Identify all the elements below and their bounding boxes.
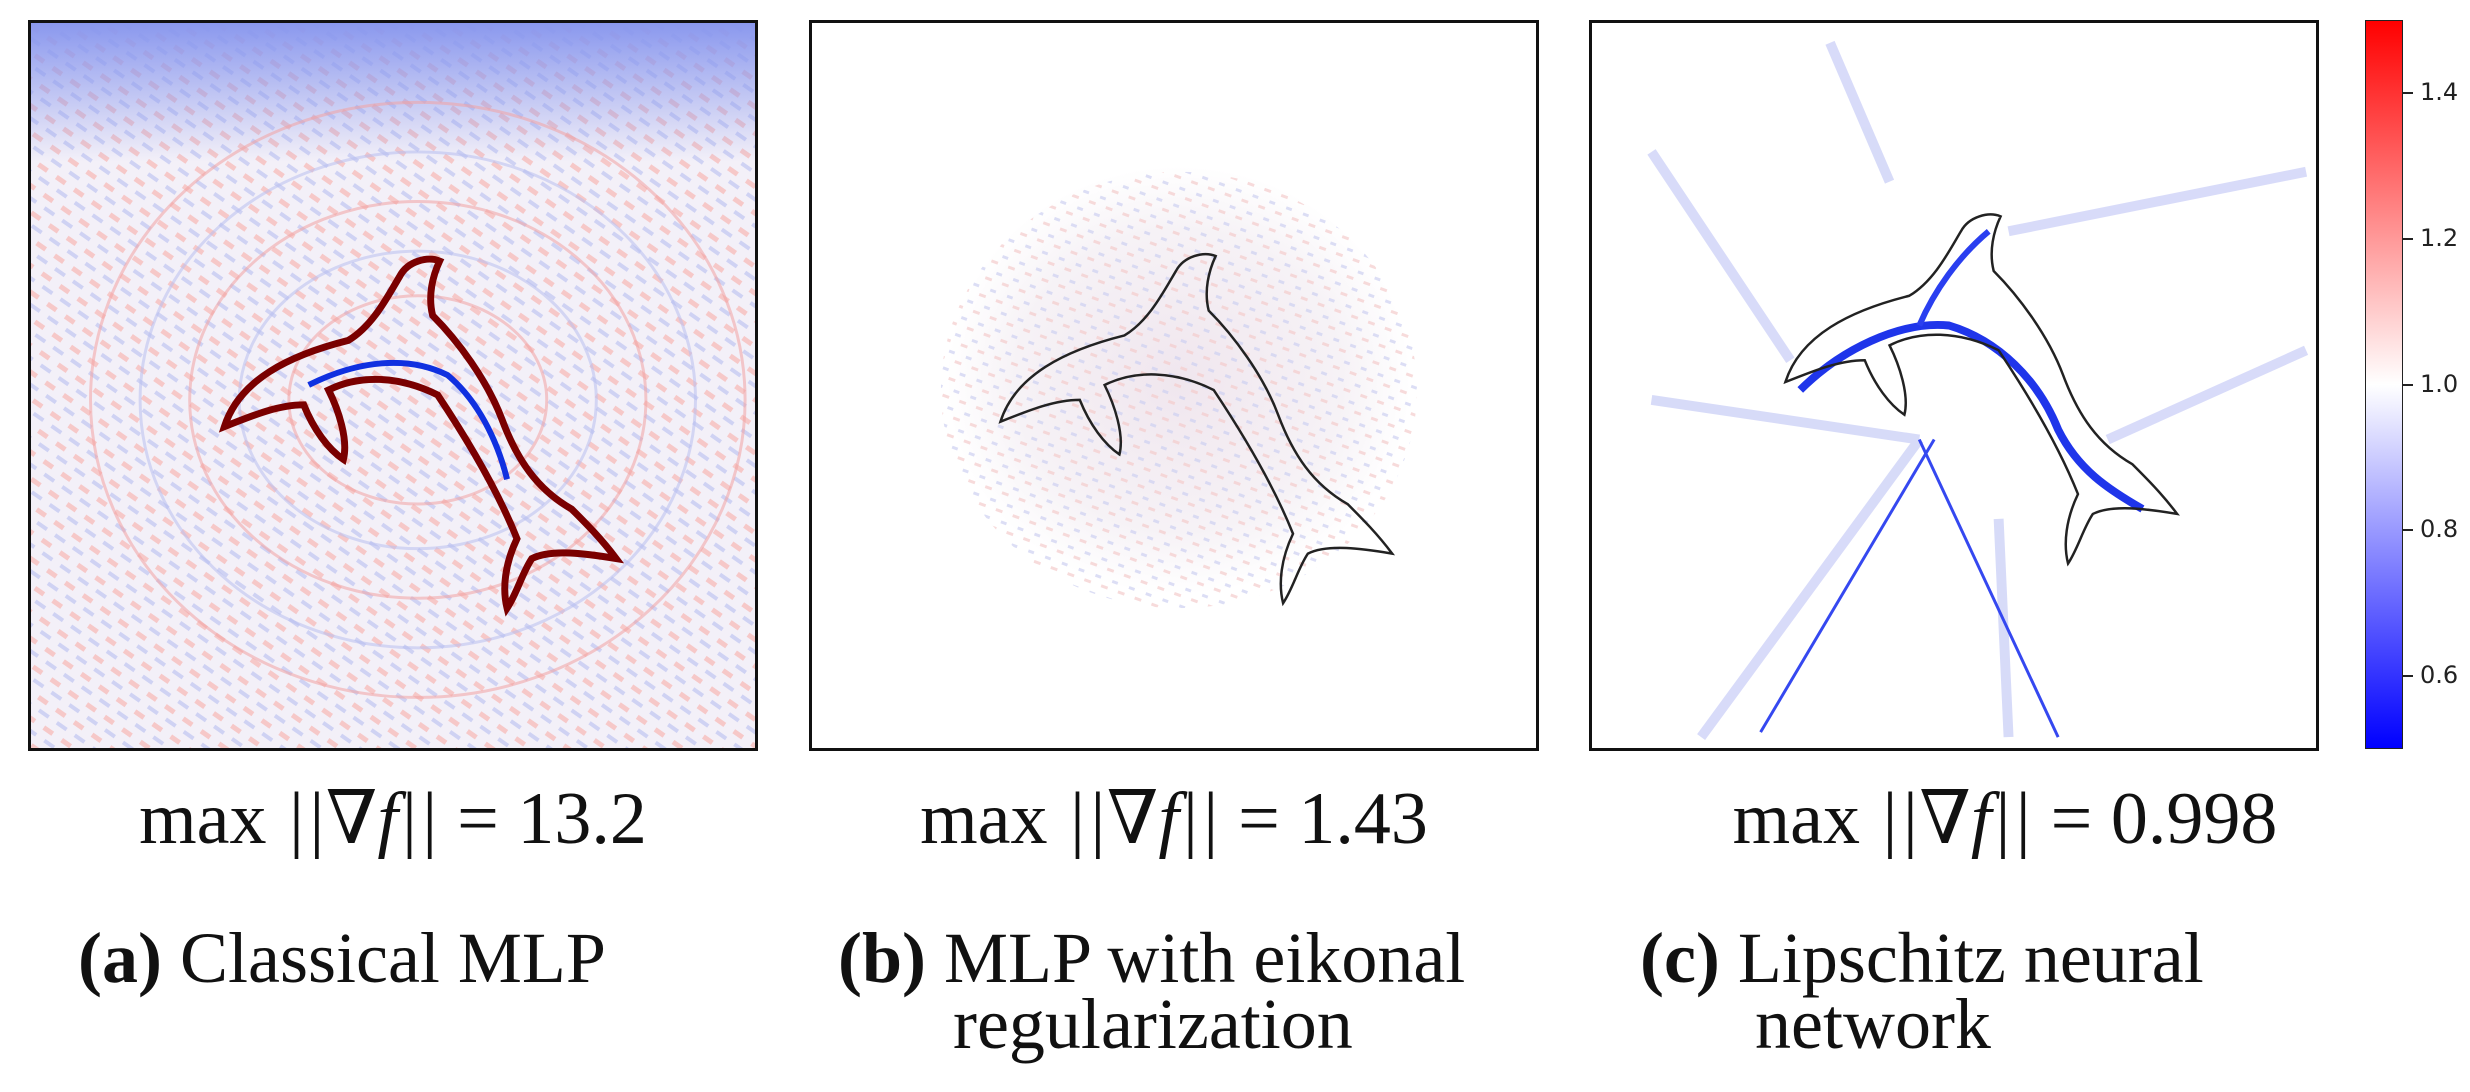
colorbar-tick-mark: [2403, 237, 2413, 240]
panel-a-heatmap: [31, 23, 755, 748]
panel-a-image: [28, 20, 758, 751]
colorbar: [2365, 20, 2403, 749]
colorbar-tick-label: 1.4: [2420, 77, 2459, 106]
colorbar-tick-mark: [2403, 675, 2413, 678]
caption-a-tag: (a): [78, 918, 162, 998]
caption-b-line1: MLP with eikonal: [944, 918, 1466, 998]
formula-c-value: 0.998: [2110, 778, 2278, 860]
caption-c-line2: network: [1755, 984, 1991, 1064]
caption-c: (c) Lipschitz neural network: [1640, 922, 2204, 1060]
dolphin-outline-c: [1783, 213, 2180, 567]
panel-c-image: [1589, 20, 2319, 751]
caption-b-line2: regularization: [953, 984, 1353, 1064]
colorbar-tick-mark: [2403, 529, 2413, 532]
colorbar-tick-label: 1.0: [2420, 369, 2459, 398]
formula-a-grad: ||∇f||: [285, 778, 439, 860]
formula-a-value: 13.2: [517, 778, 647, 860]
caption-b-tag: (b): [838, 918, 926, 998]
caption-c-line1: Lipschitz neural: [1737, 918, 2204, 998]
caption-a-line1: Classical MLP: [179, 918, 606, 998]
colorbar-tick-label: 0.6: [2420, 661, 2459, 690]
formula-a-max: max: [139, 778, 267, 860]
formula-b-eq: =: [1238, 778, 1280, 860]
caption-c-tag: (c): [1640, 918, 1720, 998]
colorbar-tick-label: 1.2: [2420, 223, 2459, 252]
formula-a-eq: =: [457, 778, 499, 860]
formula-a: max ||∇f|| = 13.2: [28, 775, 758, 862]
formula-b-grad: ||∇f||: [1066, 778, 1220, 860]
panel-b-image: [809, 20, 1539, 751]
formula-b-value: 1.43: [1298, 778, 1428, 860]
formula-c: max ||∇f|| = 0.998: [1640, 775, 2370, 862]
panel-b-heatmap: [812, 23, 1536, 748]
formula-b: max ||∇f|| = 1.43: [809, 775, 1539, 862]
formula-c-eq: =: [2050, 778, 2093, 860]
dolphin-outline-a: [218, 255, 625, 617]
caption-b: (b) MLP with eikonal regularization: [838, 922, 1465, 1060]
colorbar-tick-label: 0.8: [2420, 515, 2459, 544]
dolphin-outline-b: [998, 252, 1396, 607]
colorbar-tick-mark: [2403, 91, 2413, 94]
formula-c-max: max: [1732, 778, 1861, 860]
panel-c-heatmap: [1592, 23, 2316, 748]
colorbar-tick-mark: [2403, 383, 2413, 386]
formula-b-max: max: [920, 778, 1048, 860]
caption-a: (a) Classical MLP: [78, 922, 606, 994]
formula-c-grad: ||∇f||: [1878, 778, 2033, 860]
